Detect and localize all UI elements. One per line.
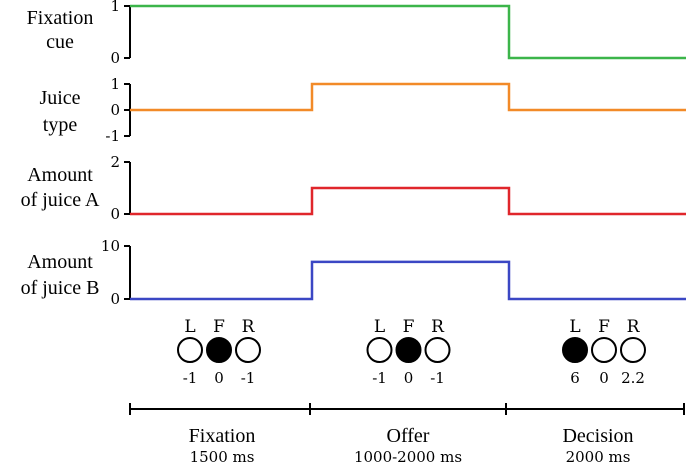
port-label: L [184, 317, 195, 337]
phase-name: Decision [562, 425, 633, 447]
port-circle-filled [395, 337, 422, 363]
port-value: 6 [570, 369, 580, 387]
signal-tick-label: 0 [110, 205, 120, 223]
port-value: 0 [214, 369, 224, 387]
port-value: -1 [183, 369, 198, 387]
signal-tick-label: -1 [105, 127, 120, 145]
port-value: 2.2 [621, 369, 645, 387]
signal-tick-label: 10 [101, 237, 120, 255]
port-circle-empty [366, 337, 393, 363]
signal-tick-label: 0 [110, 101, 120, 119]
port-label: L [569, 317, 580, 337]
signal-label-line: Juice [39, 87, 80, 109]
port-circle-empty [424, 337, 451, 363]
signal-label-line: Amount [27, 164, 93, 186]
phase-name: Fixation [189, 425, 256, 447]
signal-tick-label: 0 [110, 49, 120, 67]
port-label: R [242, 317, 256, 337]
signal-tick-label: 2 [110, 153, 120, 171]
signal-trace [130, 4, 686, 60]
signal-tick-label: 1 [110, 0, 120, 15]
signal-label-line: of juice B [21, 277, 100, 299]
port-value: 0 [599, 369, 609, 387]
port-label: F [213, 317, 225, 337]
signal-trace [130, 82, 686, 112]
port-label: F [598, 317, 610, 337]
port-label: R [627, 317, 641, 337]
port-value: -1 [430, 369, 445, 387]
signal-label-line: cue [46, 31, 74, 53]
phase-duration: 2000 ms [566, 448, 631, 466]
signal-label-line: type [43, 114, 78, 136]
signal-trace [130, 186, 686, 216]
port-label: F [403, 317, 415, 337]
signal-trace [130, 260, 686, 301]
signal-tick-label: 1 [110, 75, 120, 93]
port-value: 0 [404, 369, 414, 387]
signal-label-line: Amount [27, 251, 93, 273]
port-circle-empty [620, 337, 646, 363]
port-value: -1 [241, 369, 256, 387]
port-circle-empty [591, 337, 617, 363]
port-circle-filled [206, 337, 232, 363]
port-value: -1 [372, 369, 387, 387]
port-label: L [374, 317, 385, 337]
signal-label-line: Fixation [27, 7, 94, 29]
port-circle-filled [562, 337, 588, 363]
signal-label-line: of juice A [21, 189, 100, 211]
phase-name: Offer [387, 425, 430, 447]
signal-tick-label: 0 [110, 290, 120, 308]
port-circle-empty [235, 337, 261, 363]
phase-duration: 1500 ms [190, 448, 255, 466]
port-circle-empty [177, 337, 203, 363]
phase-duration: 1000-2000 ms [354, 448, 462, 466]
port-label: R [431, 317, 445, 337]
